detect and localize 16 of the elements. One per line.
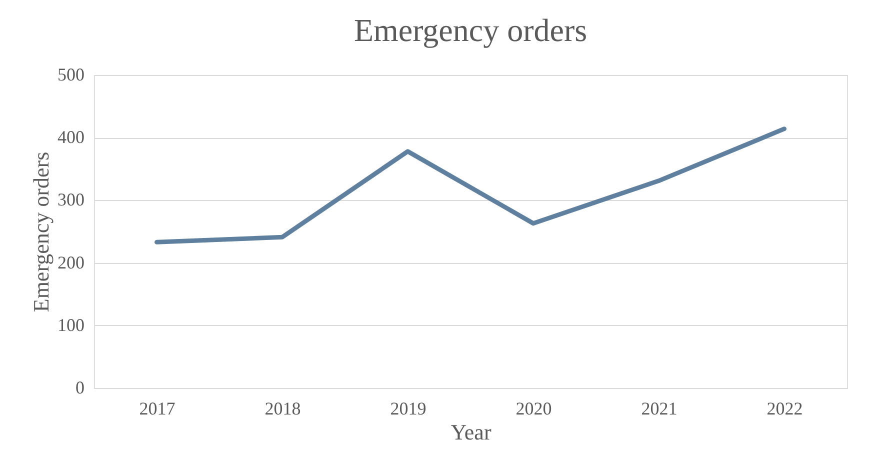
y-tick-label: 300	[58, 190, 84, 210]
y-tick-label: 0	[76, 378, 84, 398]
y-axis-title: Emergency orders	[28, 152, 54, 312]
x-tick-label: 2019	[390, 398, 426, 418]
y-tick-label: 400	[58, 127, 84, 148]
x-tick-label: 2021	[641, 398, 678, 418]
x-tick-label: 2022	[766, 398, 803, 418]
y-tick-label: 100	[58, 314, 84, 335]
x-tick-label: 2020	[516, 398, 552, 418]
x-tick-label: 2018	[264, 398, 301, 418]
chart-title: Emergency orders	[354, 12, 588, 48]
y-tick-label: 500	[58, 64, 84, 84]
x-axis-title: Year	[450, 420, 492, 444]
line-series	[154, 126, 786, 244]
x-tick-label: 2017	[139, 398, 176, 418]
y-tick-label: 200	[58, 252, 84, 272]
